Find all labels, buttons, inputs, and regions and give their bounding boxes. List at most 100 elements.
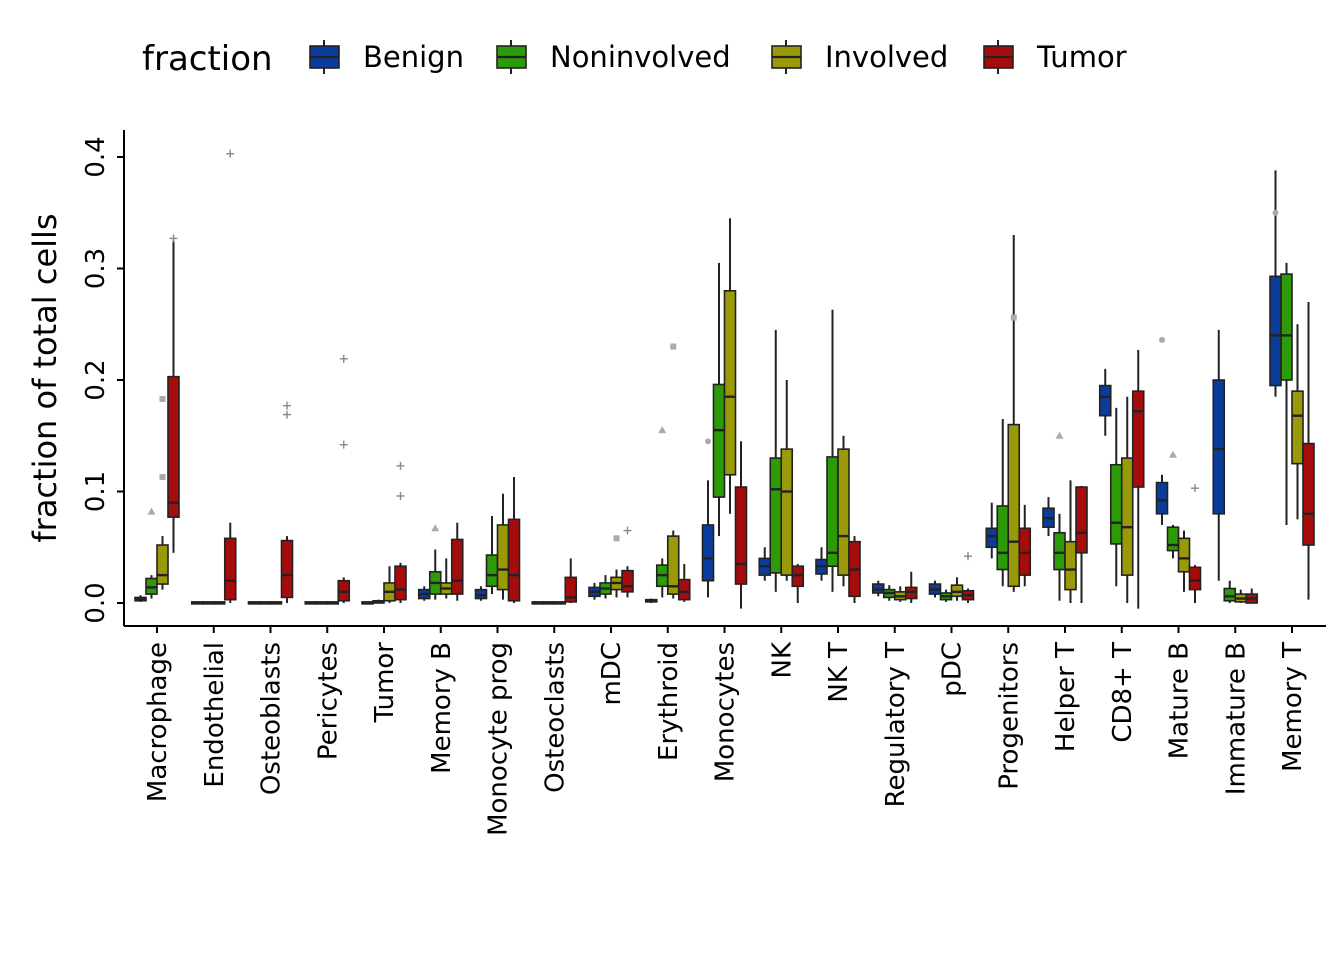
box-benign [815,547,828,581]
box-iqr [564,576,578,603]
box-benign [871,580,885,597]
box-iqr [1075,486,1088,554]
box-iqr [1131,390,1145,488]
box-benign [1212,329,1226,581]
box-noninvolved [996,419,1010,587]
box-tumor [677,563,691,602]
box-benign [588,582,601,600]
box-iqr [712,383,726,498]
box-iqr [1177,537,1191,573]
y-axis-title: fraction of total cells [26,213,64,542]
box-noninvolved [826,309,839,592]
outlier-point [169,234,178,243]
box-involved [212,601,226,605]
box-benign [758,547,772,581]
box-iqr [1053,531,1066,571]
legend-label: Benign [363,40,464,74]
x-tick-label: Monocytes [711,642,741,782]
box-noninvolved [201,601,215,605]
box-iqr [1269,275,1282,387]
box-tumor [337,577,351,603]
legend-item-noninvolved: Noninvolved [496,40,731,74]
box-iqr [450,538,464,595]
box-tumor [223,522,237,603]
box-involved [950,577,964,601]
legend-item-tumor: Tumor [983,40,1127,74]
box-benign [474,586,488,601]
box-noninvolved [258,601,272,605]
box-tumor [1131,349,1145,609]
box-tumor [394,562,407,603]
outlier-point [623,526,632,535]
outlier-point [339,354,348,363]
box-iqr [394,565,407,601]
outlier-point [226,149,235,158]
outlier-point [396,461,405,470]
box-tumor [1245,588,1259,604]
box-iqr [985,527,999,549]
box-noninvolved [428,549,442,600]
box-benign [1155,474,1169,525]
y-tick-label: 0.0 [81,582,111,623]
outlier-point [613,535,620,542]
outlier-point [964,552,972,561]
box-tumor [1188,565,1202,603]
box-noninvolved [485,516,499,595]
box-involved [269,601,283,605]
y-axis: 0.0 0.1 0.2 0.3 0.4 [81,130,125,626]
x-tick-label: Mature B [1165,642,1195,759]
box-tumor [734,441,748,609]
box-involved [1291,324,1304,520]
box-benign [701,480,715,598]
box-benign [361,601,374,605]
outlier-point [339,440,348,449]
x-tick-label: Memory B [427,642,457,774]
box-iqr [485,554,499,588]
box-noninvolved [655,558,669,598]
outlier-point [1191,484,1199,493]
box-involved [780,380,794,581]
y-tick-label: 0.2 [81,359,111,400]
x-tick-label: NK T [824,642,854,703]
box-noninvolved [939,589,953,602]
box-benign [531,601,545,605]
box-iqr [837,448,850,576]
box-noninvolved [1280,262,1293,525]
box-noninvolved [315,601,329,605]
box-iqr [734,486,748,585]
box-iqr [167,375,180,518]
box-tumor [621,566,634,598]
box-tumor [961,588,975,603]
box-noninvolved [712,262,726,537]
box-benign [247,601,261,605]
box-tumor [1018,504,1032,587]
plot-area [134,149,1315,609]
box-involved [837,435,850,587]
x-tick-label: Regulatory T [881,642,911,807]
outlier-point [670,343,677,350]
outlier-point [147,507,156,515]
box-tumor [280,536,294,603]
box-iqr [223,537,237,601]
box-benign [644,598,658,603]
outlier-point [1055,431,1064,439]
box-iqr [621,569,634,593]
box-iqr [780,448,794,576]
x-tick-label: Monocyte prog [484,642,514,836]
outlier-point [1159,336,1165,343]
outlier-point [396,491,405,500]
legend-label: Involved [825,40,948,74]
box-noninvolved [1053,513,1066,601]
box-noninvolved [769,329,783,592]
legend-item-involved: Involved [771,40,948,74]
box-involved [156,536,169,590]
box-noninvolved [145,575,158,599]
x-tick-label: Endothelial [200,642,230,788]
box-iqr [996,505,1010,571]
box-tumor [1075,485,1088,603]
box-iqr [1212,379,1226,515]
x-tick-label: Progenitors [994,642,1024,790]
box-iqr [1120,457,1134,576]
x-tick-label: Immature B [1221,642,1251,795]
box-iqr [1291,390,1304,465]
